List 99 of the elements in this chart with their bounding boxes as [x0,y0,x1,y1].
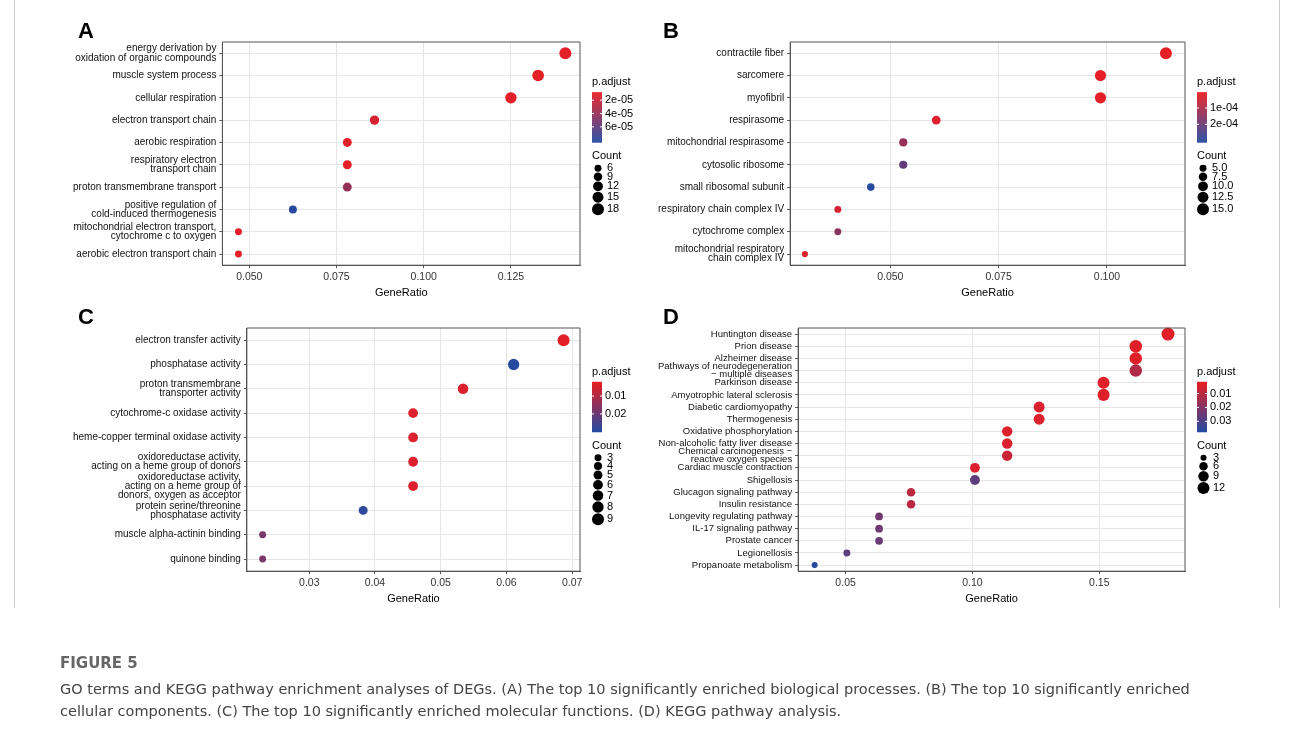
legend-title: Count [1197,149,1227,162]
y-tick-label: Amyotrophic lateral sclerosis [671,388,793,400]
y-tick-label: positive regulation of cold-induced thermogenesis [91,198,217,219]
y-tick-label: Glucagon signaling pathway [673,485,793,497]
y-tick-label: proton transmembrane transporter activity [139,377,242,399]
color-bar-label: 0.01 [605,389,627,402]
x-tick-label: 0.075 [985,270,1012,283]
legend-label: 6 [607,161,614,174]
y-tick-label: Huntington disease [710,327,793,339]
legend-label: 8 [607,500,614,513]
legend-title: Count [592,149,622,162]
y-tick-label: muscle system process [112,69,217,81]
legend-label: 9 [607,512,614,525]
color-bar-label: 2e-05 [605,93,634,106]
y-tick-label: Legionellosis [737,546,793,558]
y-tick-label: Diabetic cardiomyopathy [688,400,793,412]
x-tick-label: 0.125 [497,270,525,283]
caption: FIGURE 5 [60,654,139,672]
y-tick-label: energy derivation by oxidation of organic compounds [75,42,217,63]
y-tick-label: proton transmembrane transport [73,180,217,192]
x-tick-label: 0.050 [877,270,904,283]
x-tick-label: 0.05 [430,576,452,589]
legend-label: 7 [607,488,614,501]
y-tick-label: Alzheimer disease [714,352,793,364]
color-bar-label: 0.02 [605,406,627,419]
y-tick-label: aerobic respiration [134,136,217,148]
color-bar-title: p.adjust [592,75,631,88]
legend-label: 18 [607,202,620,215]
y-tick-label: mitochondrial respiratory chain complex IV [674,243,785,264]
chart-title: C [78,304,94,330]
color-bar-label: 0.01 [1210,386,1232,399]
legend-title: Count [592,438,622,451]
y-tick-label: respiratory chain complex IV [657,203,785,215]
color-bar-label: 1e-04 [1210,101,1239,114]
y-tick-label: Propanoate metabolism [691,558,793,570]
y-tick-label: quinone binding [170,552,241,564]
y-tick-label: Prion disease [734,339,793,351]
color-bar-title: p.adjust [1197,364,1236,377]
legend-label: 12.5 [1212,190,1234,203]
y-tick-label: Oxidative phosphorylation [682,424,793,436]
legend-label: 10.0 [1212,179,1234,192]
y-tick-label: IL-17 signaling pathway [692,522,793,534]
chart-title: B [663,18,679,44]
color-bar-title: p.adjust [1197,75,1236,88]
y-tick-label: muscle alpha-actinin binding [114,528,241,540]
y-tick-label: Shigellosis [746,473,793,485]
y-tick-label: mitochondrial respirasome [666,136,785,148]
y-tick-label: electron transport chain [111,113,217,125]
y-tick-label: Insulin resistance [718,497,793,509]
x-tick-label: 0.100 [1093,270,1121,283]
legend-label: 5.0 [1212,161,1228,174]
y-tick-label: contractile fiber [716,46,785,58]
legend-label: 9 [1213,469,1220,482]
legend-title: Count [1197,438,1227,451]
legend-label: 15.0 [1212,202,1234,215]
x-tick-label: 0.07 [561,576,583,589]
y-tick-label: heme-copper terminal oxidase activity [72,431,241,443]
chart-title: A [78,18,94,44]
y-tick-label: cytosolic ribosome [701,158,785,170]
x-tick-label: 0.100 [410,270,437,283]
y-tick-label: cellular respiration [135,91,217,103]
x-tick-label: 0.04 [364,576,386,589]
y-tick-label: cytochrome-c oxidase activity [110,406,241,418]
x-axis-title: GeneRatio [374,286,428,299]
y-tick-label: mitochondrial electron transport, cytochrome c to oxygen [73,220,217,242]
x-tick-label: 0.050 [236,270,263,283]
color-bar-label: 0.03 [1210,414,1232,427]
y-tick-label: electron transfer activity [135,333,241,345]
y-tick-label: phosphatase activity [150,358,241,370]
text: GO terms and KEGG pathway enrichment analyses of DEGs. (A) The top 10 significantly enriched biological processes. (B) The top 10 significantly enriched cellular components. (C) The top 10 significantly enriched molecular functions. (D) KEGG pathway analysis. [60,680,1191,721]
y-tick-label: protein serine/threonine phosphatase activity [135,499,242,520]
x-tick-label: 0.06 [496,576,517,589]
color-bar-label: 4e-05 [605,106,634,119]
legend-label: 12 [607,179,620,192]
y-tick-label: respirasome [729,113,785,125]
color-bar-title: p.adjust [592,364,631,377]
x-tick-label: 0.10 [962,576,983,589]
color-bar-label: 6e-05 [605,119,634,132]
legend-label: 12 [1213,481,1226,494]
x-axis-title: GeneRatio [387,592,440,605]
x-axis-title: GeneRatio [961,286,1014,299]
color-bar-label: 0.02 [1210,400,1232,413]
y-tick-label: small ribosomal subunit [679,180,785,192]
y-tick-label: myofibril [746,91,785,103]
chart-title: D [663,304,679,330]
y-tick-label: aerobic electron transport chain [76,247,217,259]
y-tick-label: sarcomere [736,69,785,81]
x-tick-label: 0.05 [835,576,856,589]
color-bar-label: 2e-04 [1210,117,1239,130]
y-tick-label: respiratory electron transport chain [130,153,217,175]
x-tick-label: 0.03 [299,576,320,589]
x-axis-title: GeneRatio [965,592,1018,605]
x-tick-label: 0.075 [323,270,350,283]
y-tick-label: Longevity regulating pathway [669,510,793,522]
x-tick-label: 0.15 [1089,576,1110,589]
y-tick-label: Thermogenesis [726,412,793,424]
y-tick-label: cytochrome complex [692,225,785,237]
y-tick-label: Prostate cancer [725,534,793,546]
legend-label: 15 [607,190,620,203]
